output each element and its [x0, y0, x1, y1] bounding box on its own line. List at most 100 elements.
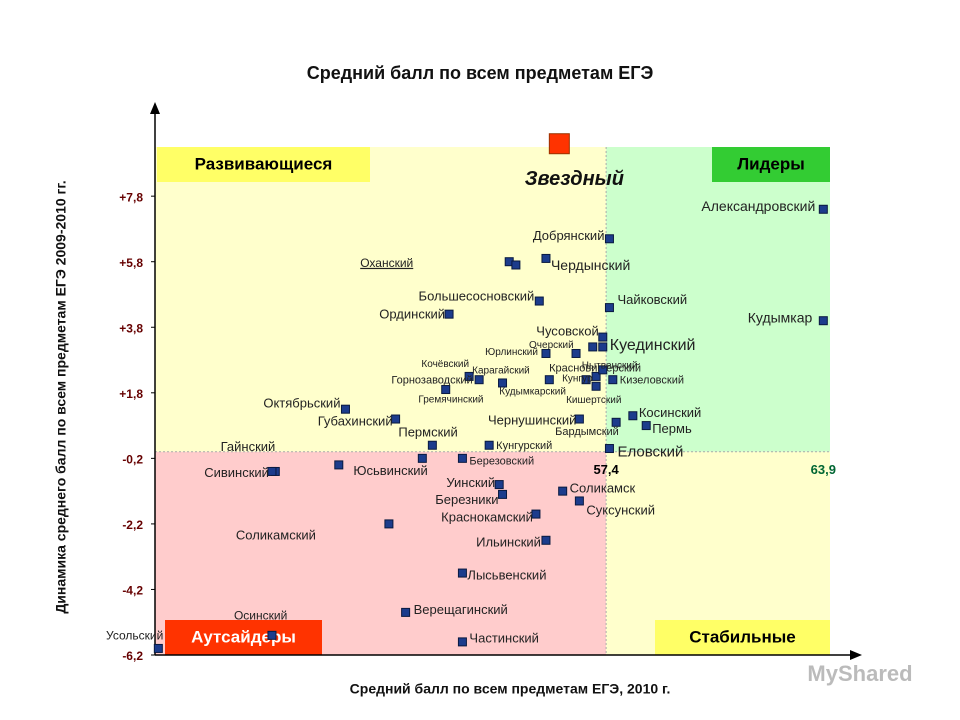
point-label: Бардымский — [555, 426, 619, 438]
point-label: Уинский — [446, 475, 495, 490]
point — [604, 234, 614, 244]
point-label: Нытвенский — [582, 361, 638, 372]
point — [511, 260, 521, 270]
point-label: Юсьвинский — [353, 463, 427, 478]
point-label: Частинский — [469, 630, 539, 645]
point — [401, 607, 411, 617]
point-label: Березники — [435, 492, 498, 507]
point-label: Соликамский — [236, 527, 316, 542]
point — [427, 440, 437, 450]
quadrant — [155, 147, 607, 452]
watermark: MyShared — [807, 661, 912, 686]
point — [604, 444, 614, 454]
point-label: Ильинский — [476, 535, 541, 550]
point — [604, 303, 614, 313]
point-label: Кудымкар — [748, 309, 813, 325]
point — [334, 460, 344, 470]
point — [541, 535, 551, 545]
point-label: Чернушинский — [488, 412, 576, 427]
point-label: Гайнский — [221, 439, 276, 454]
point — [384, 519, 394, 529]
quadrant-label-box — [165, 620, 322, 655]
point-label: Чердынский — [551, 257, 630, 273]
point — [474, 375, 484, 385]
point — [457, 637, 467, 647]
point-label: Юрлинский — [485, 347, 538, 358]
point — [444, 309, 454, 319]
point-label: Соликамск — [570, 481, 636, 496]
point-label: Усольский — [106, 629, 163, 643]
y-axis-label: Динамика среднего балл по всем предметам… — [53, 180, 69, 613]
y-tick-label: -2,2 — [122, 518, 143, 532]
point — [608, 375, 618, 385]
point-label: Оханский — [360, 256, 413, 270]
quadrant-label: Стабильные — [689, 627, 796, 646]
point-label: Добрянский — [533, 228, 605, 243]
point — [591, 381, 601, 391]
x-axis-label: Средний балл по всем предметам ЕГЭ, 2010… — [350, 681, 671, 697]
point — [484, 440, 494, 450]
y-tick-label: +5,8 — [119, 256, 143, 270]
y-tick-label: -6,2 — [122, 649, 143, 663]
point — [498, 489, 508, 499]
point — [267, 630, 277, 640]
point-label: Кудымкарский — [499, 386, 566, 397]
quadrant-label: Развивающиеся — [195, 154, 333, 173]
point-label: Осинский — [234, 609, 287, 623]
quadrant-label-box — [655, 620, 830, 655]
y-tick-label: -0,2 — [122, 453, 143, 467]
quadrant-label-box — [157, 147, 370, 182]
x-axis-arrow — [850, 650, 862, 660]
quadrant-label: Лидеры — [737, 154, 805, 173]
y-tick-label: -4,2 — [122, 584, 143, 598]
point-label: Кунгур — [562, 373, 593, 384]
point-label: Куединский — [610, 337, 696, 354]
point — [611, 417, 621, 427]
point-label: Гремячинский — [418, 395, 483, 406]
point — [818, 204, 828, 214]
point-label: Верещагинский — [414, 602, 508, 617]
point — [340, 404, 350, 414]
point — [571, 348, 581, 358]
point — [574, 496, 584, 506]
point-label: Пермь — [652, 421, 692, 436]
point-label: Красновишерский — [549, 362, 641, 374]
point — [581, 375, 591, 385]
quadrant-label: Аутсайдеры — [191, 627, 296, 646]
point — [574, 414, 584, 424]
point — [541, 348, 551, 358]
point — [464, 371, 474, 381]
chart-title: Средний балл по всем предметам ЕГЭ — [307, 63, 654, 83]
point-label: Еловский — [617, 443, 683, 460]
point-label: Карагайский — [472, 365, 530, 376]
point — [457, 453, 467, 463]
point — [267, 466, 277, 476]
point-label: Суксунский — [586, 502, 655, 517]
quadrant — [606, 147, 830, 452]
point-label: Октябрьский — [263, 396, 340, 411]
y-tick-label: +3,8 — [119, 321, 143, 335]
highlight-point — [548, 133, 570, 155]
point-label: Кунгурский — [496, 440, 552, 452]
point-label: Чусовской — [536, 324, 598, 339]
point-label: Лысьвенский — [467, 568, 546, 583]
point-label: Чайковский — [617, 292, 687, 307]
point-label: Кишертский — [566, 395, 621, 406]
point — [628, 411, 638, 421]
point — [441, 385, 451, 395]
point — [541, 253, 551, 263]
y-tick-label: +1,8 — [119, 387, 143, 401]
point-label: Березовский — [469, 455, 534, 467]
point-label: Губахинский — [318, 413, 393, 428]
point — [598, 365, 608, 375]
point — [598, 342, 608, 352]
point — [588, 342, 598, 352]
point-label: Ординский — [379, 307, 445, 322]
quadrant-label-box — [712, 147, 830, 182]
point — [544, 375, 554, 385]
point — [534, 296, 544, 306]
point — [598, 332, 608, 342]
point — [153, 643, 163, 653]
point-label: Большесосновский — [419, 288, 535, 303]
